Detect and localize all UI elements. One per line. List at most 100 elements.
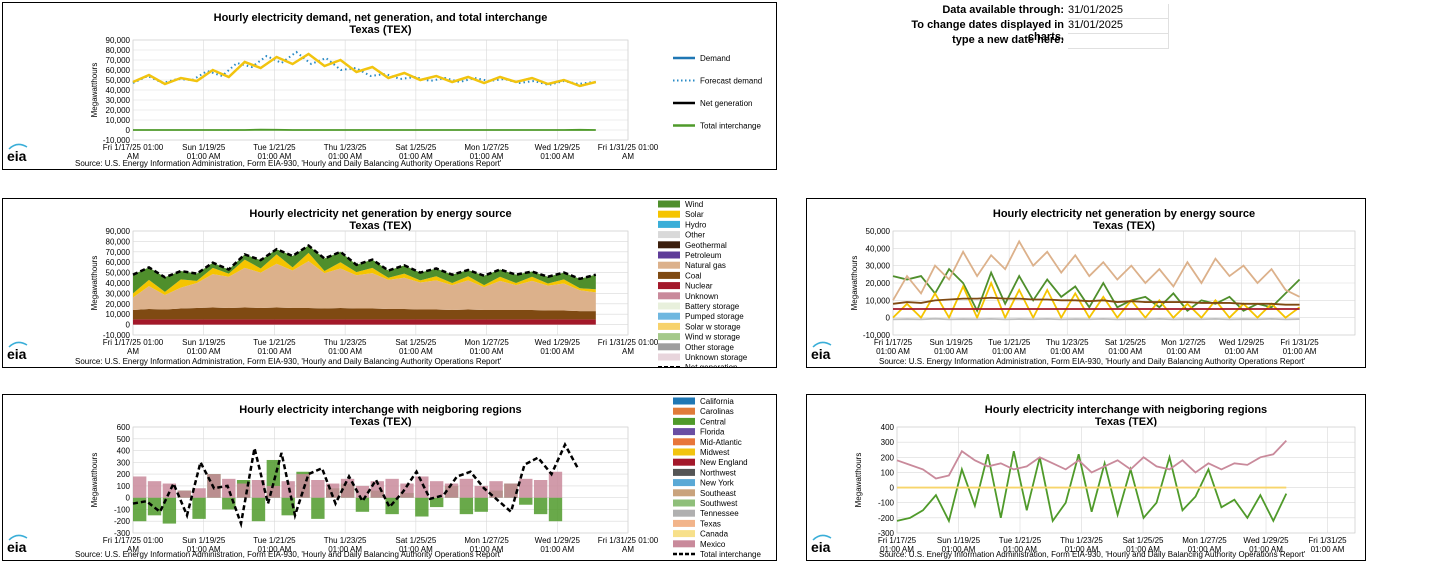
bar-central: [474, 497, 488, 512]
x-tick-label: 01:00 AM: [1249, 545, 1283, 554]
y-tick-label: -300: [878, 529, 895, 538]
bar-central: [162, 497, 177, 524]
area-coal: [133, 307, 596, 320]
y-tick-label: -100: [114, 505, 131, 514]
source-note: Source: U.S. Energy Information Administ…: [879, 550, 1306, 559]
x-tick-label: Fri 1/31/25 01:00: [598, 338, 659, 347]
x-tick-label: Thu 1/23/25: [324, 143, 367, 152]
x-tick-label: Fri 1/17/25 01:00: [103, 143, 164, 152]
legend-label: Midwest: [700, 448, 730, 457]
legend-label: New York: [700, 479, 735, 488]
x-tick-label: 01:00 AM: [540, 152, 574, 161]
y-tick-label: 60,000: [106, 258, 131, 267]
legend-label: Solar: [685, 210, 704, 219]
y-tick-label: 90,000: [106, 227, 131, 236]
x-tick-label: Thu 1/23/25: [1060, 536, 1103, 545]
legend-swatch: [673, 397, 695, 405]
info-label-change: To change dates displayed in charts,: [911, 19, 1064, 43]
legend-swatch: [658, 261, 680, 269]
x-tick-label: AM: [622, 347, 634, 356]
x-tick-label: Sun 1/19/25: [930, 338, 974, 347]
x-tick-label: 01:00 AM: [258, 347, 292, 356]
bar-mexico: [459, 478, 474, 498]
y-tick-label: -200: [878, 514, 895, 523]
y-tick-label: 500: [117, 435, 131, 444]
line-coal: [892, 296, 1300, 306]
legend-label: Mexico: [700, 540, 726, 549]
x-tick-label: Sun 1/19/25: [182, 536, 226, 545]
date-input-empty[interactable]: [1068, 34, 1169, 49]
legend-swatch: [658, 312, 680, 320]
legend-swatch: [658, 210, 680, 218]
bar-mexico: [474, 485, 488, 498]
legend-label: Other: [685, 231, 705, 240]
legend-label: Net generation: [685, 363, 737, 367]
legend-swatch: [658, 322, 680, 330]
x-tick-label: Tue 1/21/25: [253, 143, 296, 152]
legend-label: Solar w storage: [685, 322, 741, 331]
legend-swatch: [658, 292, 680, 300]
legend-swatch: [658, 220, 680, 228]
bar-central: [281, 497, 295, 516]
legend-swatch: [658, 353, 680, 361]
legend-swatch: [673, 438, 695, 446]
source-note: Source: U.S. Energy Information Administ…: [75, 357, 502, 366]
bar-central: [251, 497, 266, 522]
bar-mexico: [251, 480, 266, 498]
y-tick-label: 50,000: [866, 227, 891, 236]
chart-svg: Hourly electricity net generation by ene…: [7, 200, 748, 367]
y-tick-label: 20,000: [866, 279, 891, 288]
date-input[interactable]: 31/01/2025: [1068, 19, 1169, 34]
y-tick-label: -10,000: [103, 136, 131, 145]
legend-label: Unknown storage: [685, 353, 748, 362]
y-tick-label: 20,000: [106, 300, 131, 309]
x-tick-label: 01:00 AM: [258, 152, 292, 161]
line-other: [892, 317, 1300, 321]
legend-swatch: [673, 407, 695, 415]
chart-title: Hourly electricity interchange with neig…: [239, 404, 521, 416]
chart-interchange-lines-panel: Hourly electricity interchange with neig…: [806, 394, 1366, 561]
x-tick-label: AM: [622, 152, 634, 161]
line-wind: [892, 267, 1301, 313]
x-tick-label: 01:00 AM: [470, 545, 504, 554]
legend-swatch: [658, 271, 680, 279]
legend-label: Demand: [700, 54, 730, 63]
x-tick-label: 01:00 AM: [1166, 347, 1200, 356]
y-tick-label: 30,000: [106, 289, 131, 298]
x-tick-label: 01:00 AM: [470, 347, 504, 356]
legend-swatch: [658, 231, 680, 239]
bar-central: [222, 497, 236, 510]
y-axis-label: Megawatthours: [90, 63, 99, 118]
x-tick-label: Fri 1/17/25: [878, 536, 917, 545]
bar-mexico: [311, 480, 325, 498]
bar-mexico: [430, 481, 444, 498]
x-tick-label: Mon 1/27/25: [464, 143, 509, 152]
line-total-interchange: [132, 441, 580, 529]
y-tick-label: 10,000: [866, 296, 891, 305]
chart-title: Hourly electricity demand, net generatio…: [214, 12, 548, 24]
x-tick-label: Wed 1/29/25: [1243, 536, 1289, 545]
x-tick-label: 01:00 AM: [399, 347, 433, 356]
x-tick-label: Sun 1/19/25: [937, 536, 981, 545]
x-tick-label: 01:00 AM: [540, 545, 574, 554]
legend-label: Other storage: [685, 343, 734, 352]
x-tick-label: 01:00 AM: [258, 545, 292, 554]
area-wind: [133, 245, 596, 294]
legend-swatch: [673, 468, 695, 476]
y-axis-label: Megawatthours: [90, 256, 99, 311]
bar-central: [415, 497, 429, 517]
x-tick-label: 01:00 AM: [1003, 545, 1037, 554]
y-tick-label: 0: [890, 484, 895, 493]
y-tick-label: 400: [117, 447, 131, 456]
source-note: Source: U.S. Energy Information Administ…: [879, 357, 1306, 366]
eia-logo-swoosh: [8, 341, 28, 348]
bar-mexico: [355, 485, 370, 498]
line-net-generation: [132, 244, 597, 281]
legend-label: Carolinas: [700, 407, 734, 416]
x-tick-label: Fri 1/17/25 01:00: [103, 536, 164, 545]
x-tick-label: 01:00 AM: [992, 347, 1026, 356]
x-tick-label: Mon 1/27/25: [464, 338, 509, 347]
legend-swatch: [673, 519, 695, 527]
legend-swatch: [658, 251, 680, 259]
y-axis-label: Megawatthours: [854, 453, 863, 508]
